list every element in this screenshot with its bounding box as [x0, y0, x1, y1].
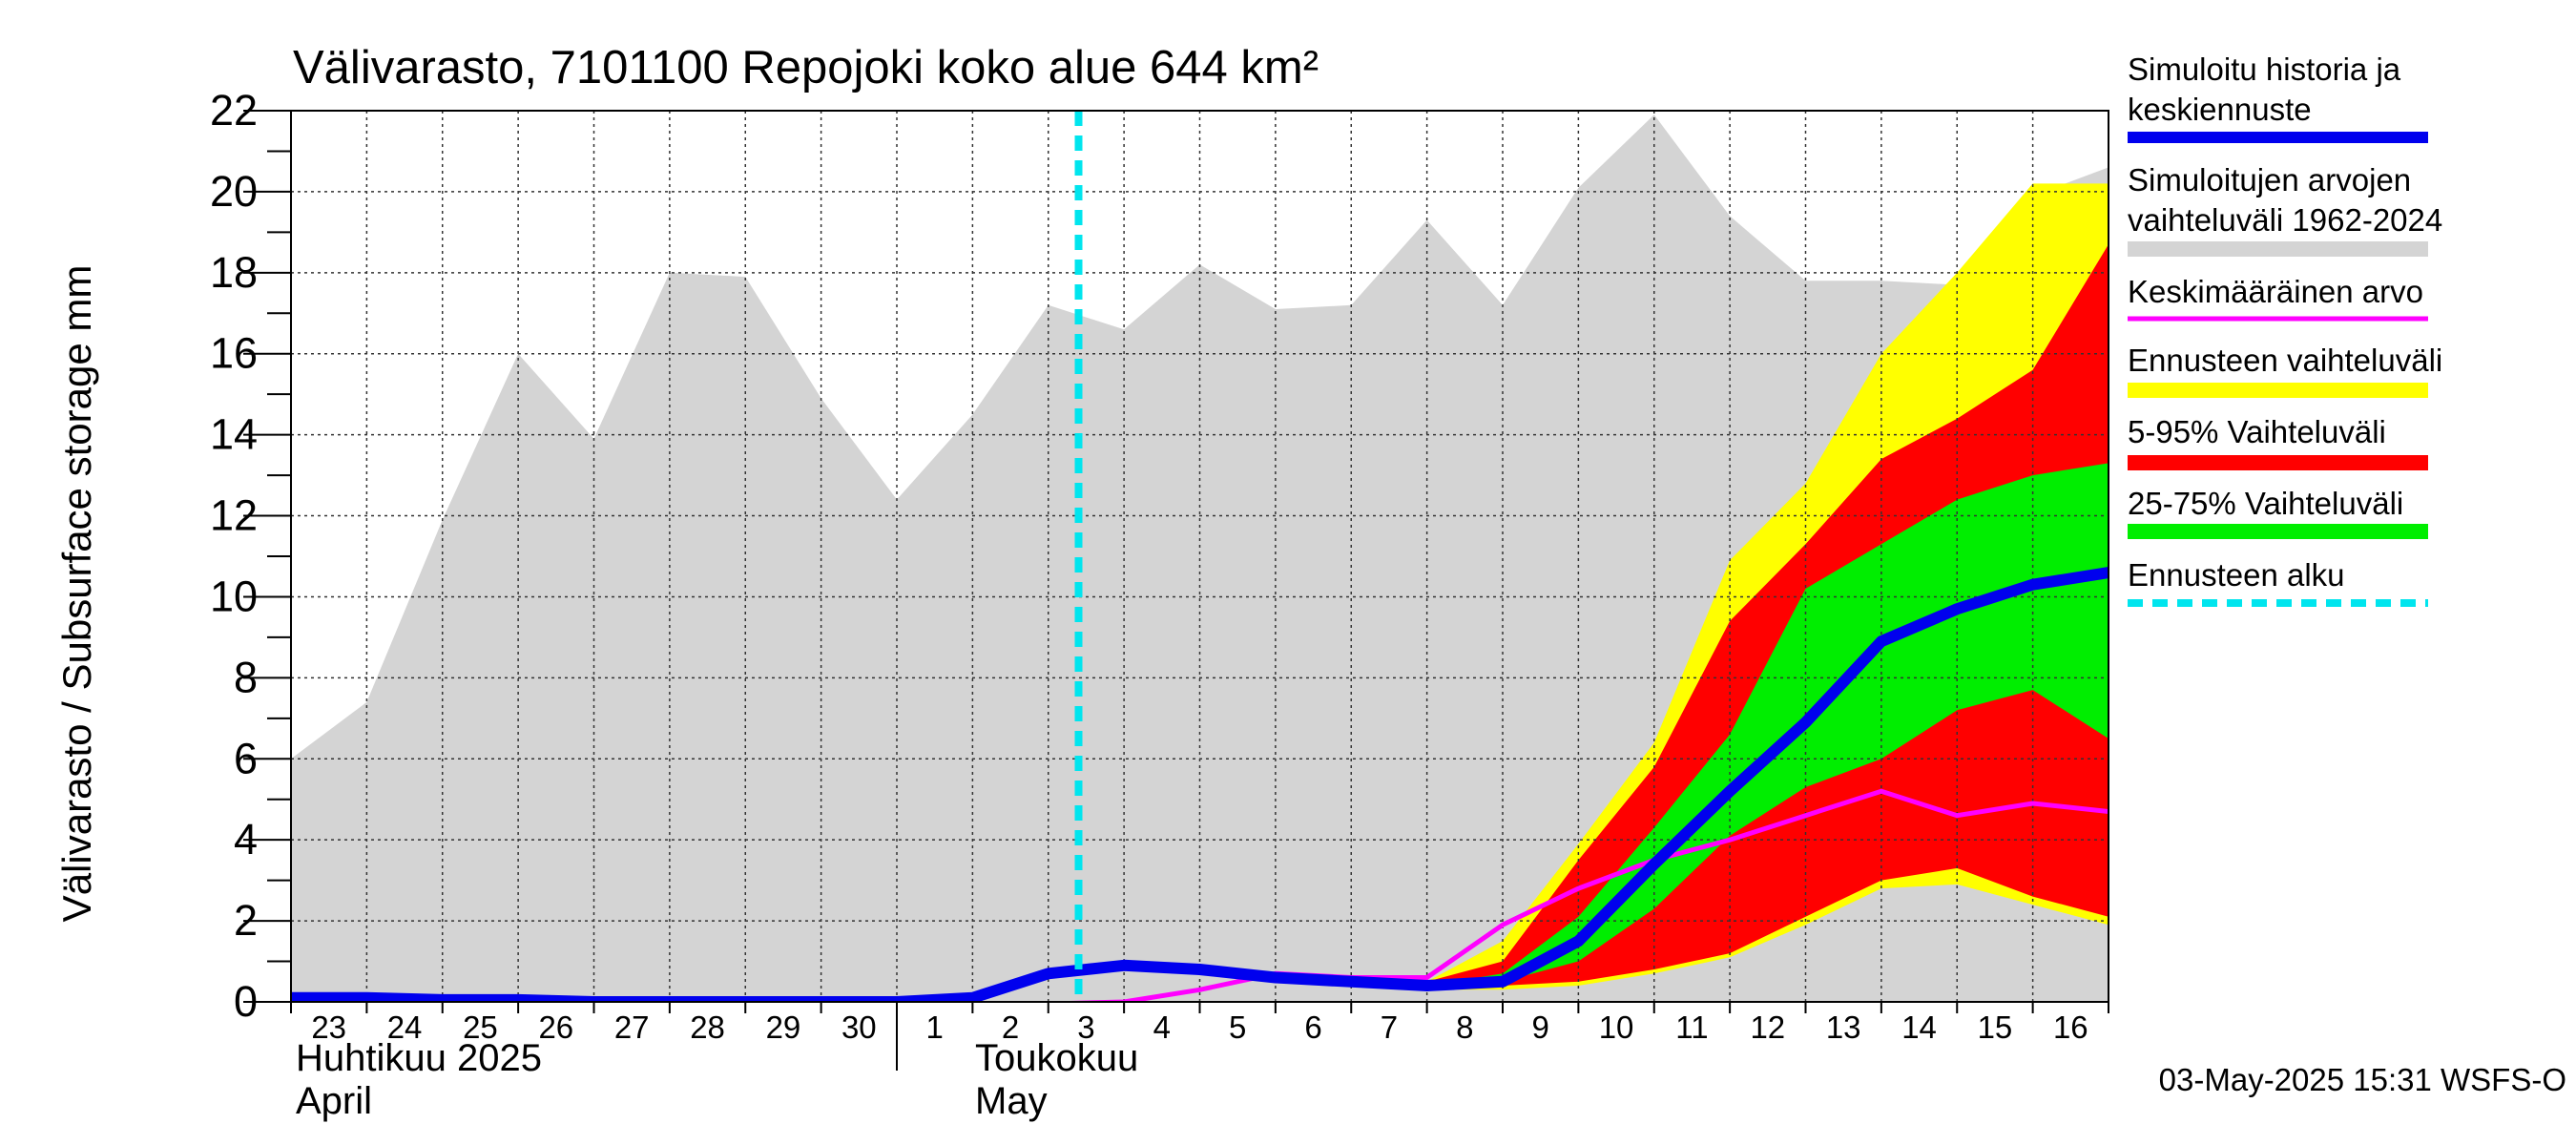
x-tick-label: 28	[690, 1010, 725, 1045]
x-tick-label: 1	[926, 1010, 944, 1045]
x-tick-label: 27	[614, 1010, 650, 1045]
x-tick-label: 29	[766, 1010, 801, 1045]
y-tick-label: 2	[234, 896, 258, 945]
y-tick-label: 16	[210, 329, 258, 378]
x-tick-label: 26	[538, 1010, 573, 1045]
x-tick-label: 13	[1826, 1010, 1861, 1045]
x-tick-label: 5	[1229, 1010, 1246, 1045]
legend-label-forecast-start: Ennusteen alku	[2128, 557, 2345, 593]
footer-timestamp: 03-May-2025 15:31 WSFS-O	[2159, 1062, 2566, 1097]
month-label-may-fi: Toukokuu	[975, 1037, 1138, 1079]
y-tick-label: 14	[210, 410, 258, 459]
chart-title: Välivarasto, 7101100 Repojoki koko alue …	[293, 42, 1319, 94]
y-tick-label: 18	[210, 248, 258, 297]
x-tick-label: 9	[1532, 1010, 1549, 1045]
x-tick-label: 23	[311, 1010, 346, 1045]
month-label-may-en: May	[975, 1080, 1048, 1122]
x-tick-label: 8	[1456, 1010, 1473, 1045]
grid	[291, 111, 2109, 1002]
y-tick-label: 20	[210, 167, 258, 216]
month-label-april-en: April	[296, 1080, 372, 1122]
y-tick-label: 8	[234, 653, 258, 701]
y-tick-label: 6	[234, 734, 258, 782]
x-tick-label: 24	[387, 1010, 423, 1045]
x-tick-label: 2	[1002, 1010, 1019, 1045]
x-tick-label: 16	[2053, 1010, 2088, 1045]
x-tick-label: 15	[1978, 1010, 2013, 1045]
x-tick-label: 7	[1381, 1010, 1398, 1045]
y-tick-label: 22	[210, 86, 258, 135]
band-3	[1078, 463, 2109, 986]
legend-label-average: Keskimääräinen arvo	[2128, 274, 2423, 309]
series-line-5	[291, 567, 2109, 1002]
legend-label-mean-forecast: Simuloitu historia ja keskiennuste	[2128, 52, 2401, 127]
x-tick-label: 3	[1077, 1010, 1094, 1045]
y-tick-label: 12	[210, 491, 258, 540]
series-line-4	[291, 788, 2109, 1002]
y-tick-label: 10	[210, 572, 258, 620]
y-tick-label: 4	[234, 815, 258, 864]
legend-label-historical-range: Simuloitujen arvojen vaihteluväli 1962-20…	[2128, 162, 2442, 238]
legend-label-25-75: 25-75% Vaihteluväli	[2128, 486, 2403, 521]
y-axis-label: Välivarasto / Subsurface storage mm	[54, 265, 99, 923]
month-label-april-fi: Huhtikuu 2025	[296, 1037, 542, 1079]
x-tick-label: 11	[1675, 1010, 1708, 1045]
y-axis: 0 2 4 6 8 10 12 14 16 18 20 22	[210, 86, 291, 1026]
x-axis: 23 24 25 26 27 28 29 30 1 2 3 4 5 6 7 8 9 10 11 12 13 14 15 16	[290, 1002, 2109, 1071]
x-tick-label: 10	[1599, 1010, 1634, 1045]
x-tick-label: 14	[1901, 1010, 1937, 1045]
x-tick-label: 25	[463, 1010, 498, 1045]
legend-label-forecast-range: Ennusteen vaihteluväli	[2128, 343, 2442, 378]
legend-label-5-95: 5-95% Vaihteluväli	[2128, 414, 2386, 449]
plot-area	[290, 110, 2109, 1003]
y-tick-label: 0	[234, 977, 258, 1026]
legend: Simuloitu historia ja keskiennuste Simulo…	[2128, 52, 2442, 607]
x-tick-label: 30	[841, 1010, 877, 1045]
x-tick-label: 4	[1153, 1010, 1171, 1045]
x-tick-label: 6	[1304, 1010, 1321, 1045]
x-tick-label: 12	[1750, 1010, 1785, 1045]
